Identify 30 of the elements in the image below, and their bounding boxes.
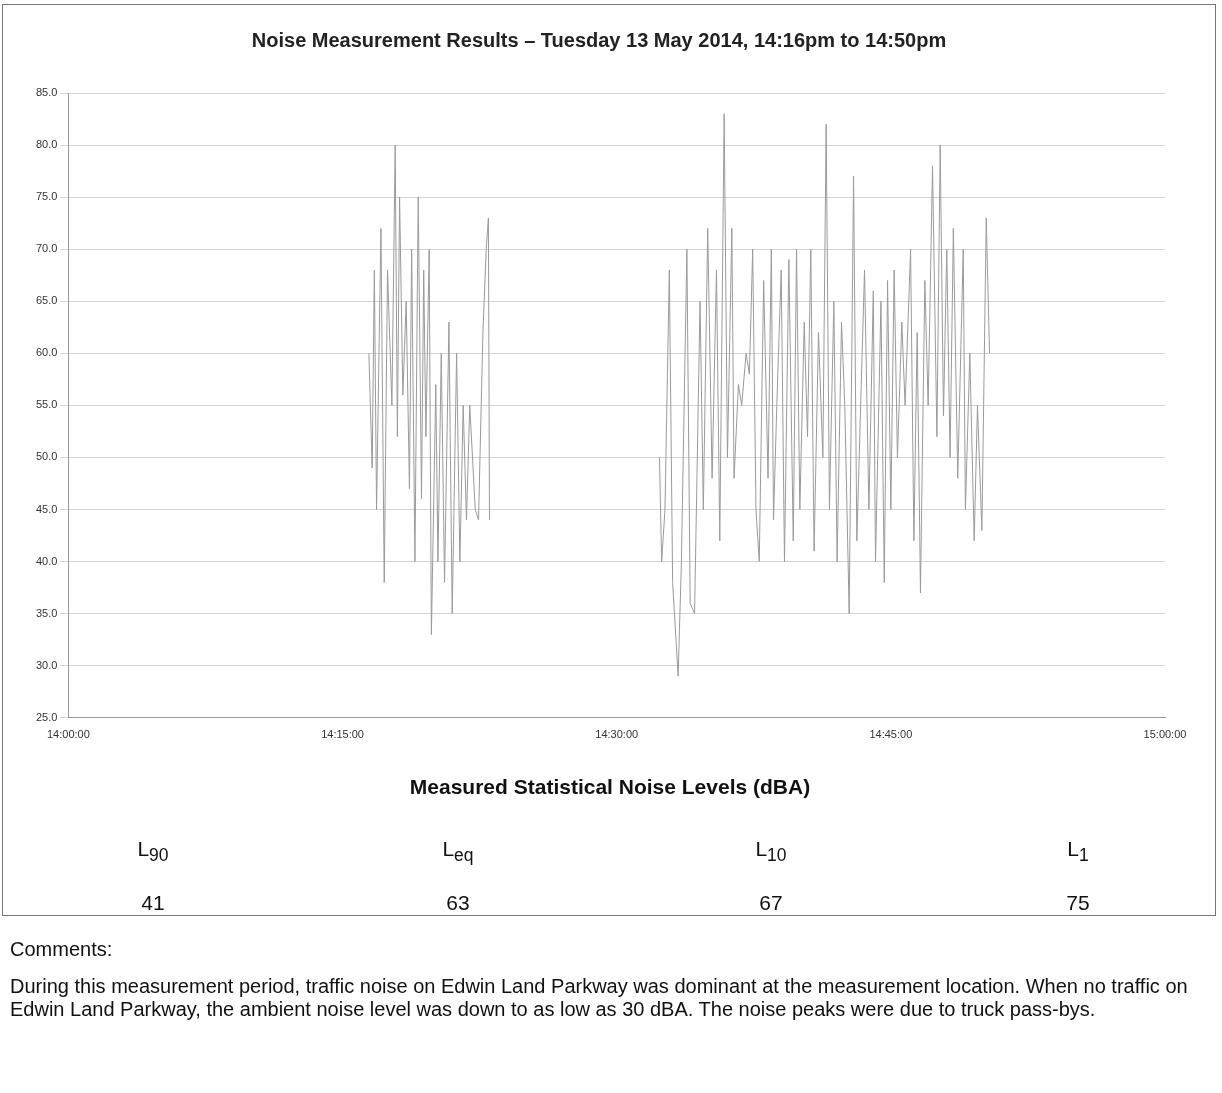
text: 67 xyxy=(758,891,784,915)
text: L$_{10}$ xyxy=(754,837,788,867)
text: During this measurement period, traffic noise on Edwin Land Parkway was dominant at the measurement location. When no traffic on Edwin Land Parkway, the ambient noise level was down to as low as 30 dBA. The noise peaks were due to truck pass-bys. xyxy=(10,975,1189,1021)
text: L$_{90}$ xyxy=(136,837,170,867)
x-tick-label: 14:30:00 xyxy=(595,728,639,741)
y-tick-label: 30.0 xyxy=(35,658,58,671)
x-tick-label: 15:00:00 xyxy=(1143,728,1187,741)
text: L$_{1}$ xyxy=(1066,837,1090,867)
text: L$_{eq}$ xyxy=(441,837,475,867)
y-tick-label: 85.0 xyxy=(35,86,58,99)
text: 63 xyxy=(445,891,471,915)
y-tick-label: 60.0 xyxy=(35,346,58,359)
text: 75 xyxy=(1065,891,1091,915)
y-tick-label: 25.0 xyxy=(35,710,58,723)
y-tick-label: 35.0 xyxy=(35,606,58,619)
y-tick-label: 55.0 xyxy=(35,398,58,411)
y-tick-label: 40.0 xyxy=(35,554,58,567)
y-tick-label: 65.0 xyxy=(35,294,58,307)
text: Comments: xyxy=(10,938,114,961)
x-tick-label: 14:45:00 xyxy=(869,728,913,741)
chart-title: Noise Measurement Results – Tuesday 13 May 2014, 14:16pm to 14:50pm xyxy=(251,28,947,51)
x-tick-label: 14:00:00 xyxy=(47,728,90,741)
text: 41 xyxy=(140,891,166,915)
y-tick-label: 45.0 xyxy=(35,502,58,515)
y-tick-label: 50.0 xyxy=(35,450,58,463)
y-tick-label: 80.0 xyxy=(35,138,58,151)
y-tick-label: 75.0 xyxy=(35,190,58,203)
y-tick-label: 70.0 xyxy=(35,242,58,255)
x-tick-label: 14:15:00 xyxy=(321,728,364,741)
text: Measured Statistical Noise Levels (dBA) xyxy=(408,775,812,799)
